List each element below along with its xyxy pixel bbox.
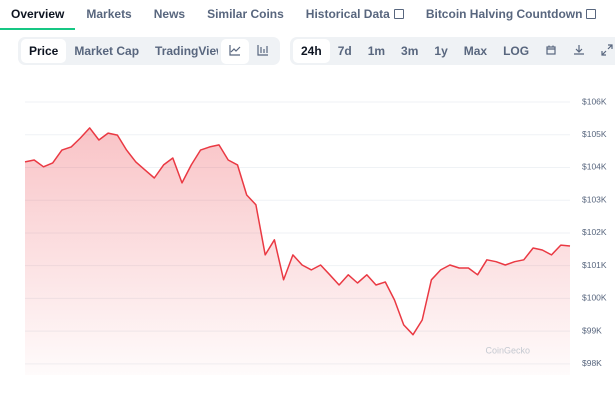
area-fill: [25, 127, 570, 376]
price-line: [24, 127, 571, 336]
tab[interactable]: Bitcoin Halving Countdown: [415, 0, 608, 28]
range-button[interactable]: 1m: [367, 44, 386, 58]
y-tick-label: $102K: [582, 227, 607, 237]
range-button[interactable]: 24h: [293, 39, 330, 63]
tab-bar: Overview Markets News Similar Coins Hist…: [0, 0, 608, 30]
tab[interactable]: Historical Data: [295, 0, 415, 28]
chart-style-group: [218, 37, 280, 65]
tab-label: Bitcoin Halving Countdown: [425, 7, 583, 21]
y-tick-label: $98K: [582, 358, 602, 368]
price-chart: $98K $99K $100K $101K $102K $103K $104K $105K $1…: [24, 96, 607, 376]
mode-button[interactable]: Market Cap: [74, 44, 140, 58]
mode-button[interactable]: TradingView: [155, 44, 226, 58]
tab[interactable]: Overview: [0, 0, 76, 30]
tab-label: Historical Data: [305, 7, 390, 21]
y-tick-label: $100K: [582, 293, 607, 303]
tab[interactable]: Similar Coins: [207, 7, 284, 21]
tab[interactable]: News: [153, 7, 186, 21]
line-style-button[interactable]: [221, 38, 249, 64]
y-tick-label: $106K: [582, 96, 607, 106]
y-tick-label: $103K: [582, 194, 607, 204]
range-button[interactable]: 1y: [434, 44, 448, 58]
range-button[interactable]: 3m: [401, 44, 419, 58]
download-button[interactable]: [565, 39, 593, 64]
mode-button[interactable]: Price: [21, 39, 67, 63]
external-icon: [586, 9, 597, 19]
range-group: 24h 7d 1m 3m 1y Max LOG: [290, 37, 615, 65]
tab[interactable]: Markets: [86, 7, 132, 21]
candle-style-button[interactable]: [249, 39, 277, 64]
range-button[interactable]: LOG: [503, 44, 530, 58]
y-tick-label: $99K: [582, 325, 602, 335]
calendar-button[interactable]: [537, 39, 565, 64]
chart-mode-group: Price Market Cap TradingView: [18, 37, 237, 65]
y-tick-label: $105K: [582, 129, 607, 139]
y-tick-label: $104K: [582, 162, 607, 172]
watermark: CoinGecko: [485, 345, 530, 355]
fullscreen-button[interactable]: [593, 39, 615, 64]
range-button[interactable]: Max: [463, 44, 488, 58]
y-tick-label: $101K: [582, 260, 607, 270]
range-button[interactable]: 7d: [337, 44, 352, 58]
external-icon: [393, 9, 404, 19]
